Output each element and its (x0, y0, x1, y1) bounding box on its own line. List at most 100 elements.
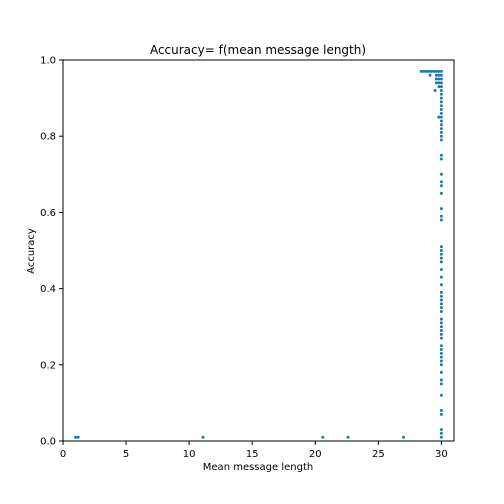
data-point (439, 409, 443, 413)
data-point (439, 359, 443, 363)
data-point (439, 351, 443, 355)
x-tick-label: 30 (435, 449, 448, 460)
data-point (439, 302, 443, 306)
data-point (439, 382, 443, 386)
data-point (439, 431, 443, 435)
x-tick-label: 10 (183, 449, 196, 460)
data-point (419, 69, 423, 73)
data-point (439, 138, 443, 142)
data-point (439, 306, 443, 310)
y-axis-ticks: 0.0 0.2 0.4 0.6 0.8 1.0 (40, 56, 63, 448)
data-point (437, 85, 441, 89)
data-point (439, 355, 443, 359)
x-axis-ticks: 0 5 10 15 20 25 30 (60, 441, 448, 460)
data-point (439, 130, 443, 134)
data-point (439, 69, 443, 73)
data-point (76, 435, 80, 439)
data-point (439, 77, 443, 81)
data-point (437, 73, 441, 77)
data-point (439, 317, 443, 321)
data-point (439, 378, 443, 382)
data-point (439, 283, 443, 287)
data-point (439, 321, 443, 325)
data-point (346, 435, 350, 439)
data-point (424, 69, 428, 73)
x-tick-label: 15 (246, 449, 259, 460)
data-points (74, 69, 443, 439)
data-point (439, 290, 443, 294)
data-point (439, 435, 443, 439)
data-point (74, 435, 78, 439)
data-point (439, 332, 443, 336)
data-point (439, 153, 443, 157)
x-tick-label: 25 (372, 449, 385, 460)
data-point (439, 412, 443, 416)
y-tick-label: 0.6 (40, 208, 56, 219)
data-point (437, 77, 441, 81)
data-point (439, 329, 443, 333)
data-point (439, 119, 443, 123)
data-point (439, 370, 443, 374)
data-point (439, 294, 443, 298)
data-point (439, 214, 443, 218)
x-tick-label: 5 (123, 449, 129, 460)
data-point (439, 184, 443, 188)
data-point (434, 69, 438, 73)
data-point (439, 111, 443, 115)
y-tick-label: 0.8 (40, 132, 56, 143)
data-point (439, 309, 443, 313)
data-point (429, 69, 433, 73)
data-point (433, 88, 437, 92)
data-point (428, 73, 432, 77)
data-point (439, 252, 443, 256)
data-point (437, 81, 441, 85)
data-point (432, 69, 436, 73)
y-tick-label: 1.0 (40, 56, 56, 67)
data-point (439, 363, 443, 367)
data-point (201, 435, 205, 439)
data-point (439, 344, 443, 348)
chart-title: Accuracy= f(mean message length) (150, 43, 366, 57)
data-point (439, 325, 443, 329)
x-axis-label: Mean message length (203, 462, 313, 473)
data-point (437, 69, 441, 73)
data-point (439, 249, 443, 252)
data-point (439, 81, 443, 85)
data-point (437, 115, 441, 119)
data-point (434, 77, 438, 81)
data-point (439, 85, 443, 89)
plot-frame (62, 59, 455, 442)
data-point (439, 256, 443, 260)
y-tick-label: 0.0 (40, 437, 56, 448)
data-point (439, 191, 443, 195)
data-point (434, 73, 438, 77)
y-axis-label: Accuracy (26, 228, 37, 274)
data-point (439, 73, 443, 77)
data-point (439, 218, 443, 222)
y-tick-label: 0.2 (40, 360, 56, 371)
data-point (439, 336, 443, 340)
data-point (439, 298, 443, 302)
data-point (439, 104, 443, 108)
data-point (439, 393, 443, 397)
data-point (439, 88, 443, 92)
data-point (439, 260, 443, 264)
data-point (402, 435, 406, 439)
data-point (427, 69, 431, 73)
data-point (439, 92, 443, 96)
data-point (439, 245, 443, 249)
data-point (439, 207, 443, 211)
y-tick-label: 0.4 (40, 284, 56, 295)
data-point (434, 81, 438, 85)
data-point (439, 348, 443, 352)
data-point (439, 115, 443, 119)
data-point (321, 435, 325, 439)
data-point (439, 275, 443, 279)
data-point (439, 172, 443, 176)
data-point (439, 96, 443, 100)
data-point (439, 268, 443, 272)
data-point (439, 428, 443, 432)
x-tick-label: 0 (60, 449, 66, 460)
